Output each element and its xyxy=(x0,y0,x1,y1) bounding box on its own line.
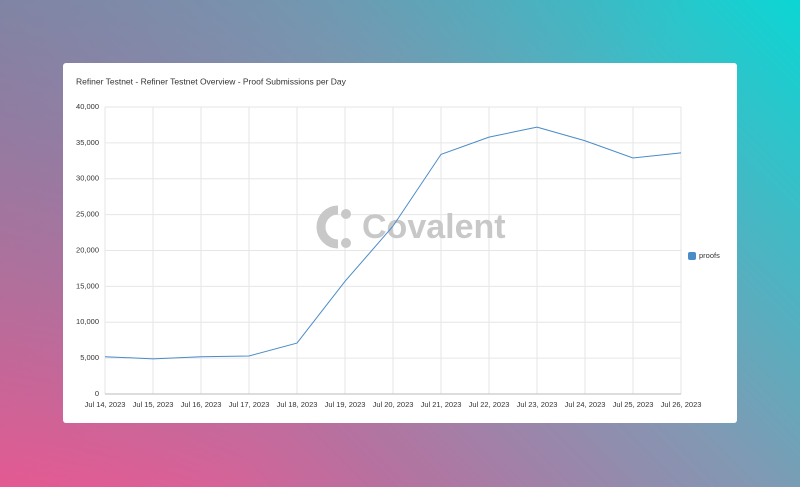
y-tick-label: 40,000 xyxy=(76,102,99,111)
watermark: Covalent xyxy=(316,205,506,249)
y-tick-label: 5,000 xyxy=(80,353,99,362)
watermark-logo xyxy=(316,205,339,249)
x-tick-label: Jul 24, 2023 xyxy=(565,400,606,409)
x-tick-label: Jul 20, 2023 xyxy=(373,400,414,409)
y-tick-label: 25,000 xyxy=(76,210,99,219)
y-tick-label: 30,000 xyxy=(76,174,99,183)
x-tick-label: Jul 17, 2023 xyxy=(229,400,270,409)
line-series xyxy=(104,126,682,360)
x-tick-label: Jul 19, 2023 xyxy=(325,400,366,409)
y-tick-label: 20,000 xyxy=(76,245,99,254)
legend-swatch xyxy=(688,252,696,260)
legend-label: proofs xyxy=(699,251,720,260)
y-tick-label: 15,000 xyxy=(76,281,99,290)
x-tick-label: Jul 14, 2023 xyxy=(85,400,126,409)
y-tick-label: 0 xyxy=(95,389,99,398)
x-tick-label: Jul 22, 2023 xyxy=(469,400,510,409)
y-tick-label: 10,000 xyxy=(76,317,99,326)
x-tick-label: Jul 16, 2023 xyxy=(181,400,222,409)
y-tick-label: 35,000 xyxy=(76,138,99,147)
x-tick-label: Jul 15, 2023 xyxy=(133,400,174,409)
x-tick-label: Jul 18, 2023 xyxy=(277,400,318,409)
chart-card xyxy=(63,63,737,423)
x-tick-label: Jul 23, 2023 xyxy=(517,400,558,409)
x-tick-label: Jul 21, 2023 xyxy=(421,400,462,409)
x-tick-label: Jul 25, 2023 xyxy=(613,400,654,409)
watermark-logo xyxy=(341,238,351,248)
watermark-text: Covalent xyxy=(362,208,506,246)
watermark-logo xyxy=(341,209,351,219)
chart-title: Refiner Testnet - Refiner Testnet Overvi… xyxy=(76,76,347,86)
x-tick-label: Jul 26, 2023 xyxy=(661,400,702,409)
grid: 0 5,000 10,000 15,000 20,000 25,000 30,000 35,0… xyxy=(76,102,701,409)
